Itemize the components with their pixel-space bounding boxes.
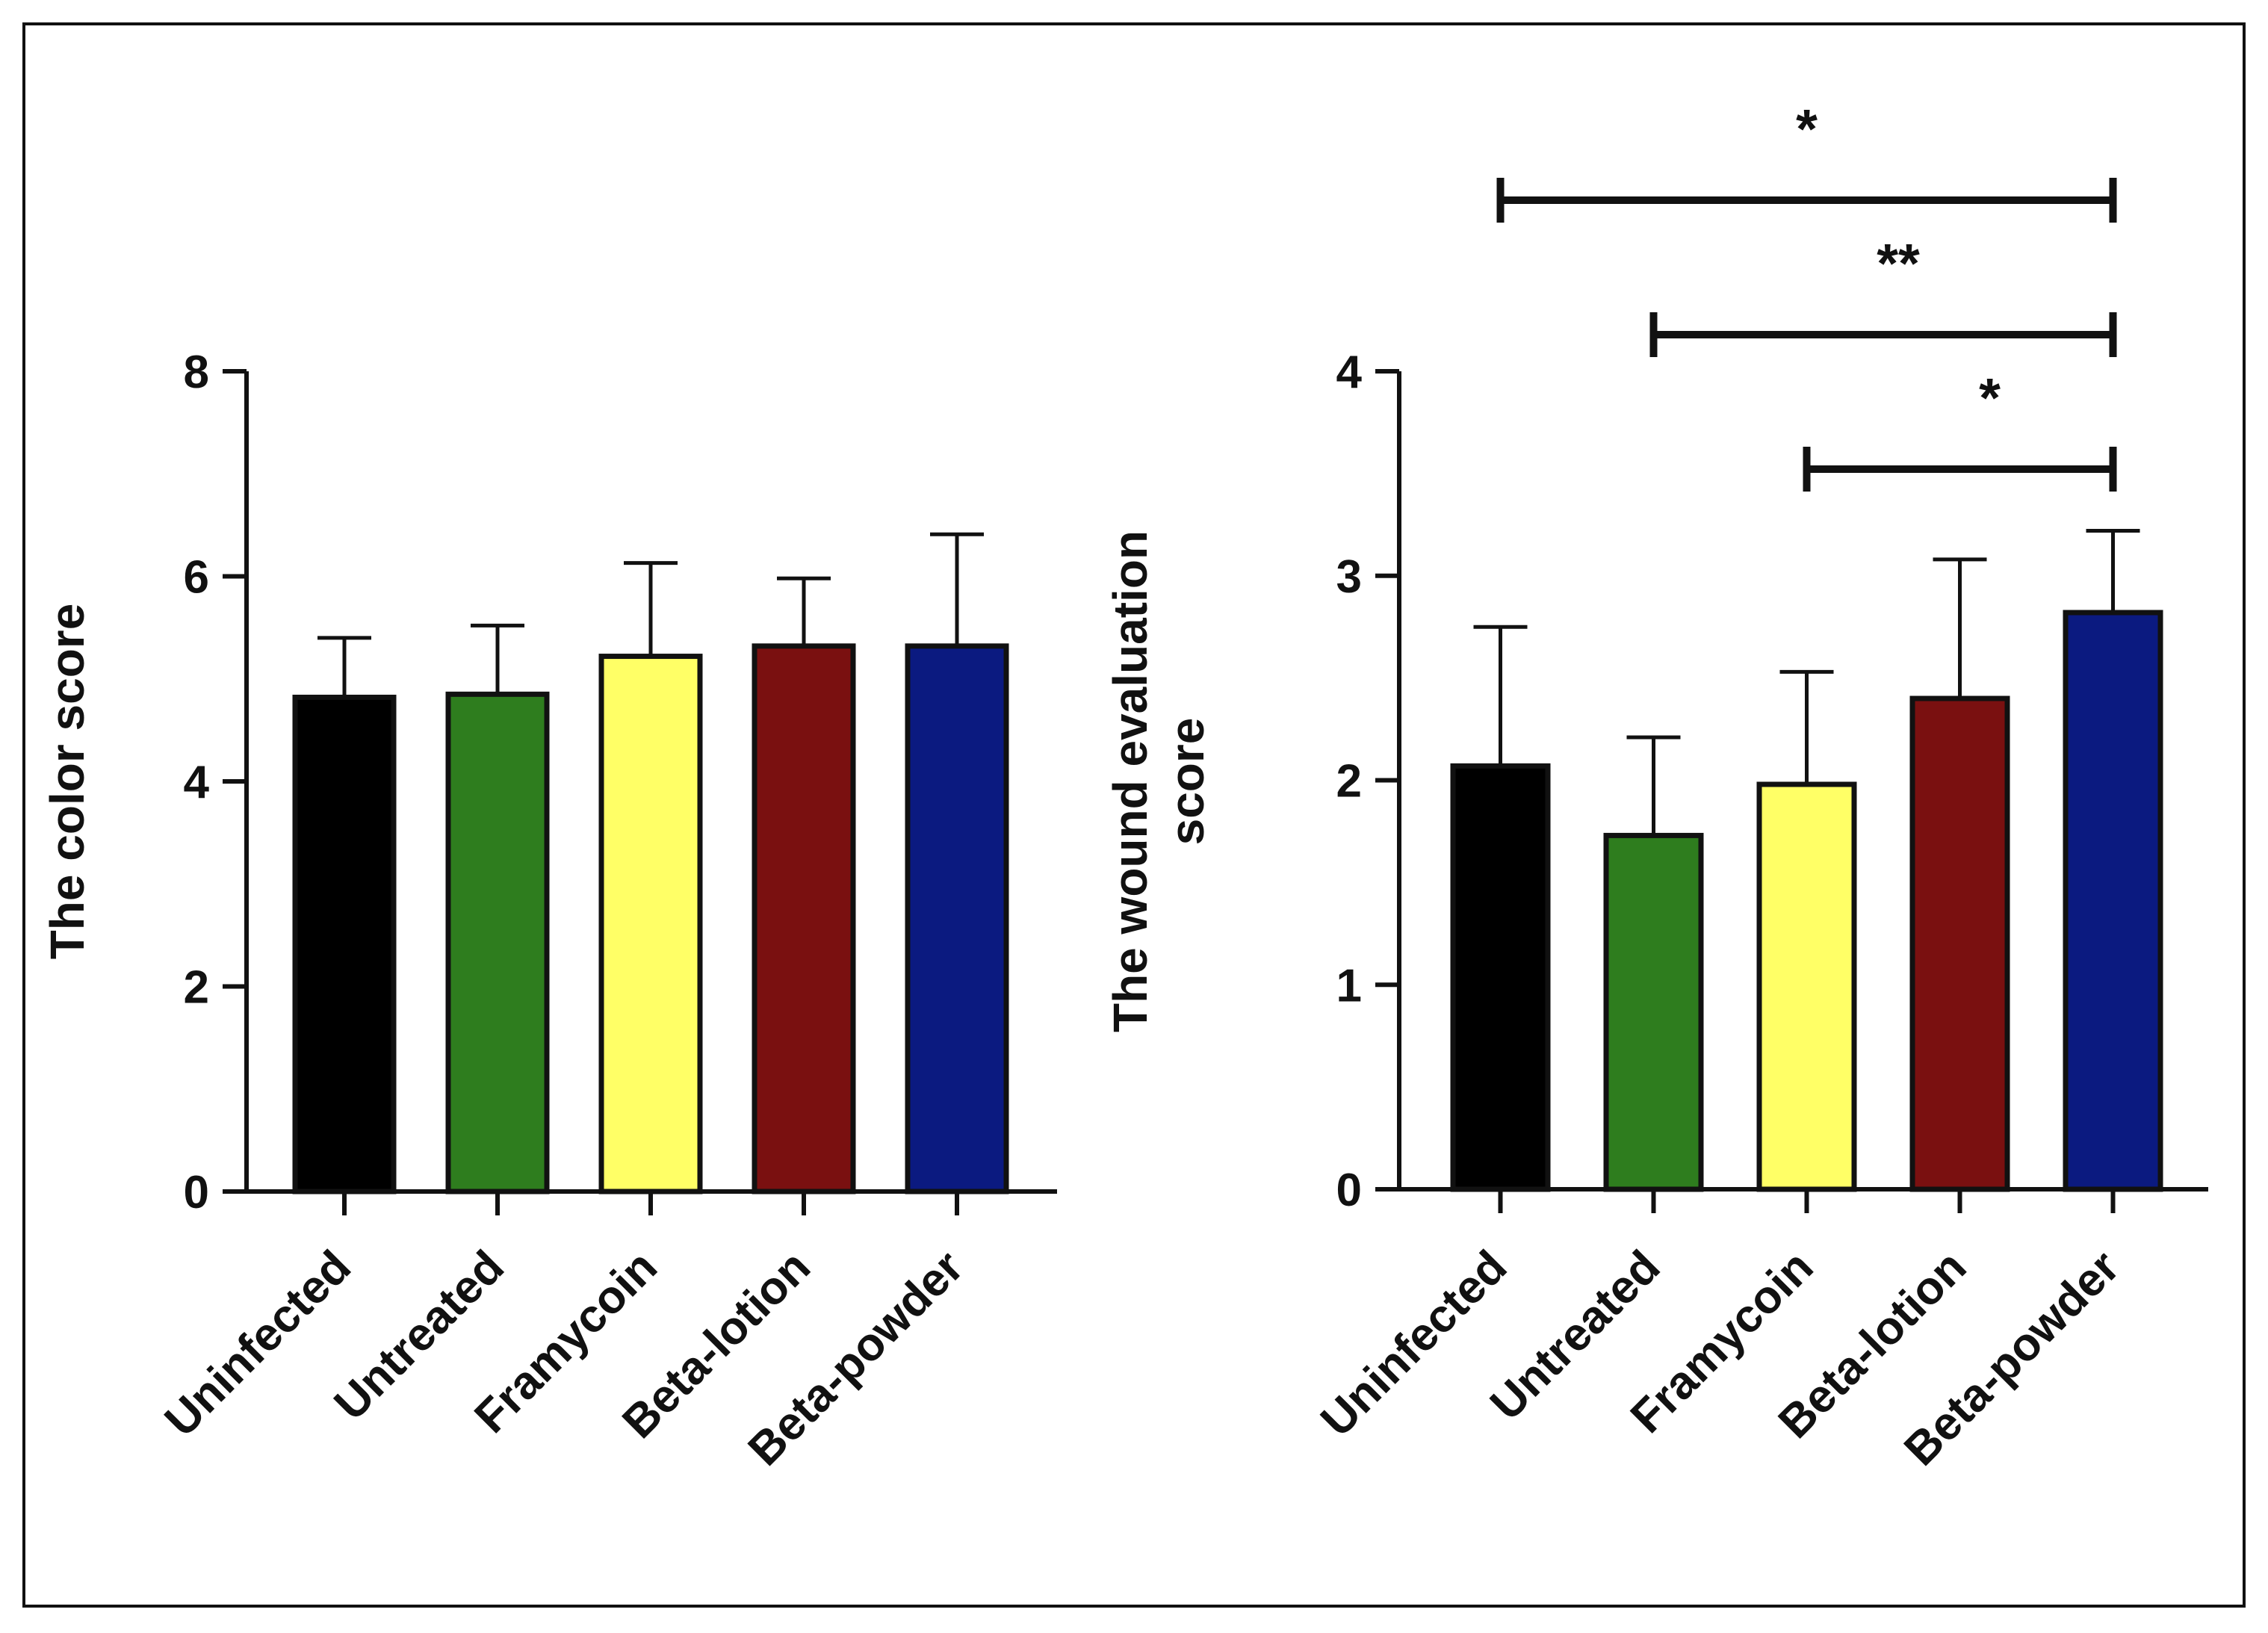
y-tick-label: 8 <box>184 347 209 398</box>
y-tick-label: 2 <box>184 962 209 1014</box>
y-tick-label: 4 <box>184 757 210 808</box>
y-tick-label: 0 <box>1336 1165 1362 1216</box>
y-tick-label: 2 <box>1336 756 1362 808</box>
significance-label: ** <box>1877 232 1920 294</box>
significance-label: * <box>1979 367 2001 429</box>
bar-uninfected <box>1450 763 1551 1192</box>
bar-untreated <box>445 691 550 1194</box>
x-tick-label: Uninfected <box>155 1241 361 1446</box>
x-tick-label: Uninfected <box>1311 1241 1516 1446</box>
bar-untreated <box>1603 832 1704 1192</box>
significance-label: * <box>1796 98 1818 160</box>
bar-beta-lotion <box>752 643 856 1194</box>
y-tick-label: 6 <box>184 552 209 604</box>
chart-2: 0 1 2 3 4 The wound evaluation score Uninfected… <box>1103 98 2208 1475</box>
y-tick-label: 4 <box>1336 347 1363 398</box>
y-axis-title: The color score <box>40 604 94 960</box>
y-axis-title: The wound evaluation <box>1103 530 1157 1032</box>
bar-beta-powder <box>2063 610 2163 1192</box>
y-tick-label: 1 <box>1336 960 1362 1011</box>
y-axis-title: score <box>1160 718 1214 846</box>
bar-beta-powder <box>905 643 1009 1194</box>
y-tick-label: 0 <box>184 1167 209 1218</box>
y-tick-label: 3 <box>1336 551 1362 603</box>
bar-uninfected <box>292 694 397 1194</box>
bar-framycoin <box>598 654 703 1194</box>
bar-beta-lotion <box>1909 695 2010 1192</box>
bar-framycoin <box>1756 781 1857 1192</box>
